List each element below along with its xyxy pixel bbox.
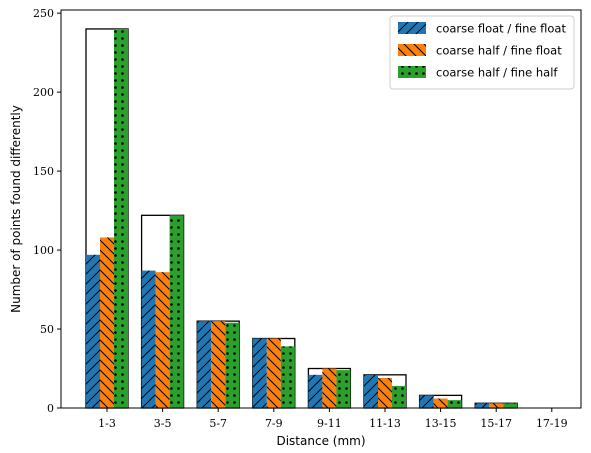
bar-3-3-5: [169, 215, 184, 408]
series-bars: [86, 28, 518, 408]
x-tick-label: 9-11: [317, 417, 342, 430]
y-tick-label: 100: [33, 244, 54, 257]
legend: coarse float / fine float coarse half / f…: [389, 15, 575, 90]
bar-1-9-11: [308, 374, 323, 408]
bar-3-7-9: [280, 346, 295, 408]
bar-3-13-15: [447, 400, 462, 408]
y-tick-label: 150: [33, 165, 54, 178]
y-tick-label: 0: [47, 402, 54, 415]
x-tick-label: 17-19: [536, 417, 568, 430]
x-tick-label: 13-15: [425, 417, 457, 430]
x-axis: 1-3 3-5 5-7 7-9 9-11 11-13 13-15 15-17 17-19: [98, 408, 568, 430]
bar-2-3-5: [155, 272, 170, 408]
bar-2-13-15: [433, 398, 448, 408]
bar-3-1-3: [114, 28, 128, 408]
bar-1-15-17: [475, 403, 490, 408]
legend-label: coarse float / fine float: [436, 22, 566, 36]
x-axis-label: Distance (mm): [276, 434, 365, 448]
bar-2-15-17: [489, 403, 504, 408]
bar-2-5-7: [211, 321, 226, 408]
y-axis: 0 50 100 150 200 250: [33, 7, 61, 415]
legend-item-2: coarse half / fine float: [398, 44, 562, 58]
x-tick-label: 11-13: [369, 417, 401, 430]
bar-3-9-11: [336, 370, 351, 408]
y-tick-label: 50: [40, 323, 54, 336]
bar-2-7-9: [266, 338, 281, 408]
legend-frame: [389, 15, 575, 90]
y-axis-label: Number of points found differently: [9, 105, 23, 313]
bar-1-5-7: [197, 321, 212, 408]
bar-2-9-11: [322, 368, 337, 408]
bar-2-1-3: [100, 237, 114, 408]
bar-3-15-17: [503, 403, 518, 408]
x-tick-label: 1-3: [98, 417, 116, 430]
legend-item-3: coarse half / fine half: [398, 66, 558, 80]
plot-frame: [60, 9, 582, 409]
x-tick-label: 7-9: [265, 417, 283, 430]
x-tick-label: 3-5: [154, 417, 172, 430]
bar-1-1-3: [86, 254, 100, 408]
bar-2-11-13: [378, 377, 392, 408]
bar-1-7-9: [252, 338, 267, 408]
x-tick-label: 5-7: [209, 417, 227, 430]
legend-label: coarse half / fine half: [436, 66, 558, 80]
legend-item-1: coarse float / fine float: [398, 22, 566, 36]
bar-1-11-13: [364, 374, 378, 408]
x-tick-label: 15-17: [480, 417, 512, 430]
y-tick-label: 250: [33, 7, 54, 20]
bar-1-13-15: [419, 395, 434, 408]
bar-1-3-5: [141, 270, 156, 408]
bar-3-5-7: [225, 322, 240, 408]
bar-3-11-13: [392, 385, 406, 408]
y-tick-label: 200: [33, 86, 54, 99]
legend-label: coarse half / fine float: [436, 44, 562, 58]
